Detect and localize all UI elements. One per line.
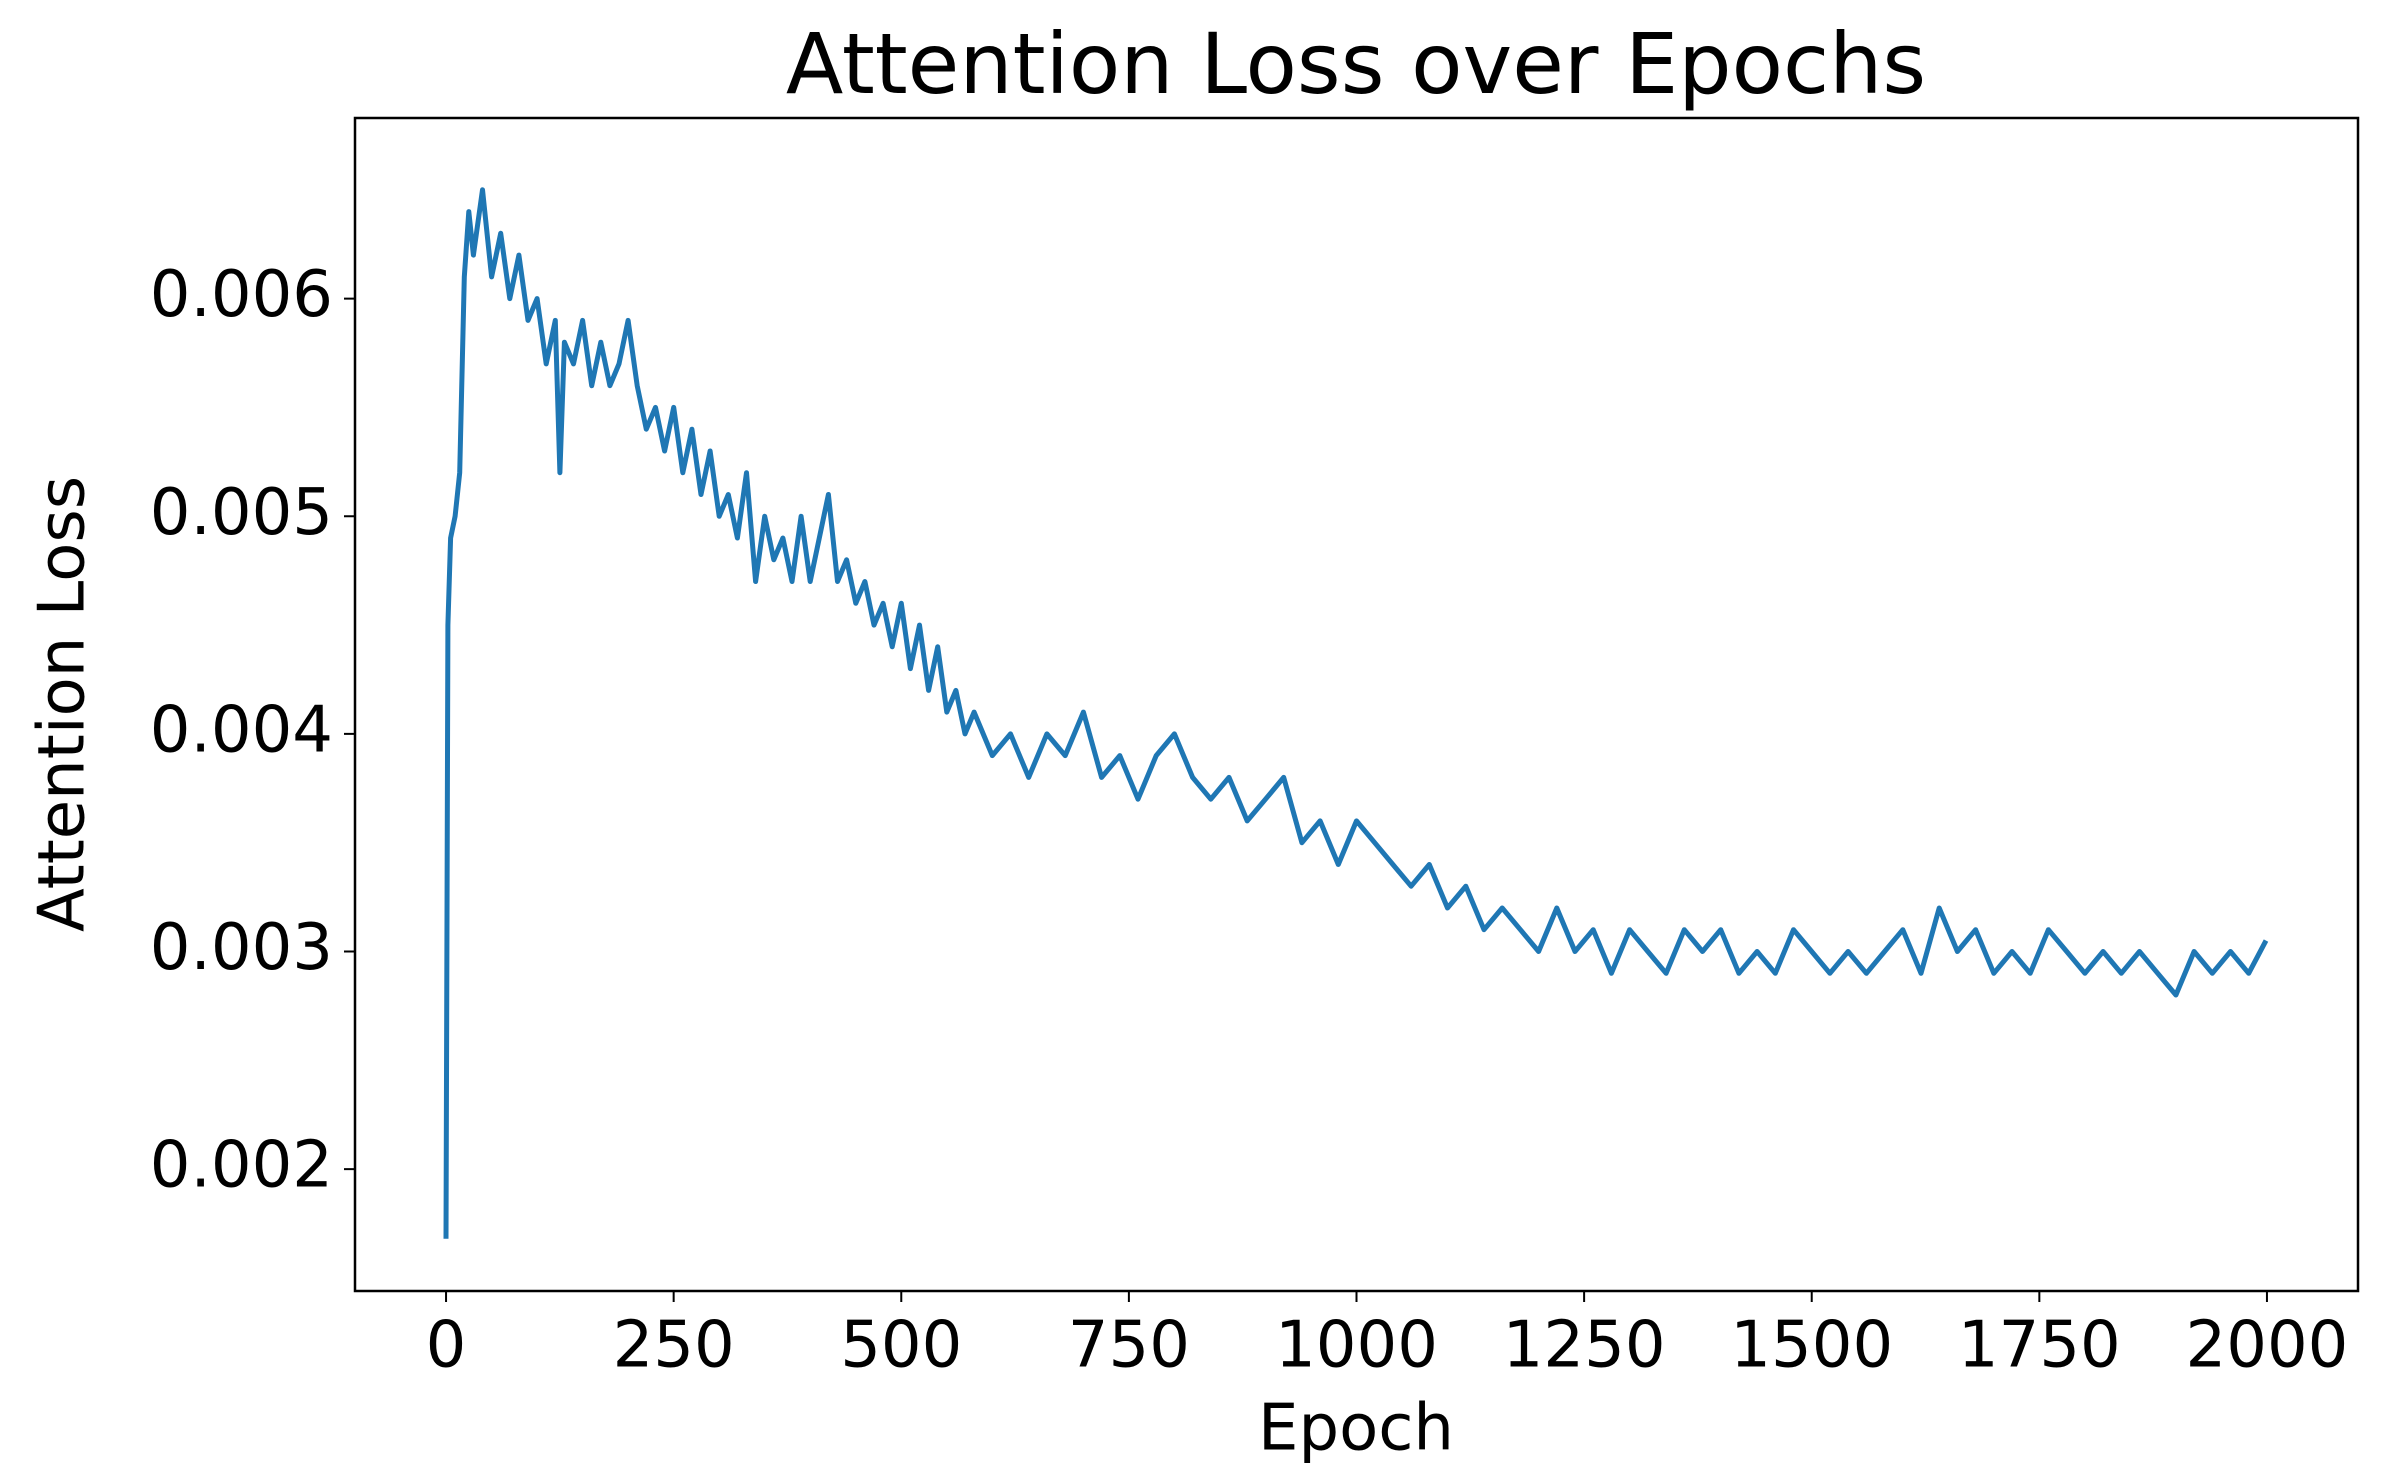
x-tick-label: 750	[1068, 1309, 1190, 1383]
plot-frame	[353, 116, 2360, 1293]
loss-line	[443, 187, 2269, 1239]
x-tick-label: 250	[613, 1309, 735, 1383]
x-tick-label: 2000	[2186, 1309, 2349, 1383]
x-axis-label: Epoch	[1258, 1392, 1454, 1466]
chart-title: Attention Loss over Epochs	[786, 15, 1926, 113]
y-tick-label: 0.003	[150, 911, 333, 985]
x-tick-label: 0	[426, 1309, 467, 1383]
x-tick-label: 1750	[1958, 1309, 2121, 1383]
x-tick-label: 500	[840, 1309, 962, 1383]
y-tick-label: 0.002	[150, 1129, 333, 1203]
y-tick-label: 0.006	[150, 258, 333, 332]
y-tick-label: 0.005	[150, 476, 333, 550]
x-tick-label: 1000	[1275, 1309, 1438, 1383]
x-tick-label: 1500	[1730, 1309, 1893, 1383]
y-tick-label: 0.004	[150, 693, 333, 767]
x-tick-label: 1250	[1503, 1309, 1666, 1383]
y-axis-label: Attention Loss	[26, 476, 100, 932]
